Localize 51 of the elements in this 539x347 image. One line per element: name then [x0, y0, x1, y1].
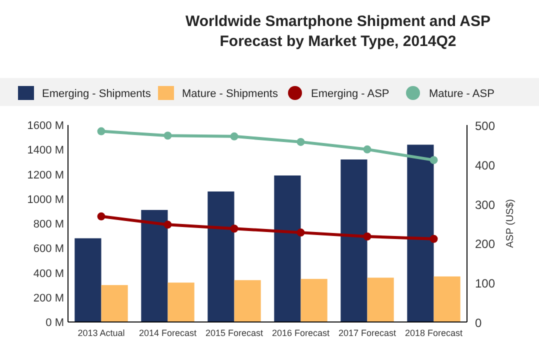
- y2-tick-label: 400: [475, 158, 496, 172]
- point: [230, 132, 238, 140]
- legend-label: Emerging - ASP: [311, 88, 390, 100]
- y-tick-label: 1400 M: [27, 144, 64, 157]
- y2-tick-label: 200: [475, 237, 496, 252]
- x-tick-label: 2018 Forecast: [404, 328, 464, 338]
- bar: [367, 278, 394, 322]
- point: [363, 232, 372, 240]
- chart-title: Worldwide Smartphone Shipment and ASP Forecast by Market Type, 2014Q2: [185, 13, 491, 50]
- y-tick-label: 200 M: [33, 292, 64, 304]
- bar: [74, 238, 102, 322]
- point: [164, 220, 172, 229]
- point: [430, 156, 438, 164]
- bar: [407, 144, 434, 322]
- bar: [434, 276, 460, 322]
- point: [97, 127, 106, 136]
- y2-tick-label: 300: [475, 198, 496, 212]
- x-tick-label: 2015 Forecast: [205, 328, 264, 338]
- legend-label: Mature - Shipments: [182, 88, 278, 100]
- y2-axis-title: ASP (US$): [505, 199, 516, 248]
- bar: [141, 210, 168, 322]
- point: [230, 224, 238, 233]
- y-tick-label: 600 M: [33, 243, 64, 256]
- bar: [274, 175, 301, 322]
- point: [430, 234, 438, 243]
- x-tick-label: 2013 Actual: [78, 328, 125, 338]
- y-tick-label: 800 M: [33, 218, 64, 230]
- y2-tick-label: 500: [475, 119, 496, 133]
- x-tick-label: 2017 Forecast: [338, 328, 397, 338]
- y-tick-label: 1200 M: [27, 169, 64, 182]
- point: [296, 228, 305, 237]
- x-tick-label: 2014 Forecast: [138, 328, 198, 338]
- y-tick-label: 1600 M: [27, 120, 64, 132]
- bar: [101, 285, 128, 322]
- bar: [300, 278, 328, 322]
- y-tick-label: 400 M: [33, 268, 64, 280]
- bar: [340, 159, 368, 322]
- point: [164, 132, 172, 140]
- bar: [234, 280, 261, 322]
- legend-label: Mature - ASP: [429, 88, 494, 100]
- y2-tick-label: 100: [475, 276, 496, 291]
- y-tick-label: 0 M: [46, 317, 64, 329]
- bar: [168, 282, 194, 322]
- y-tick-label: 1000 M: [27, 194, 64, 206]
- bar: [208, 191, 234, 322]
- point: [296, 138, 305, 146]
- legend-label: Emerging - Shipments: [42, 88, 152, 100]
- y2-tick-label: 0: [475, 316, 482, 330]
- x-tick-label: 2016 Forecast: [272, 328, 330, 338]
- point: [363, 145, 372, 154]
- point: [97, 212, 106, 220]
